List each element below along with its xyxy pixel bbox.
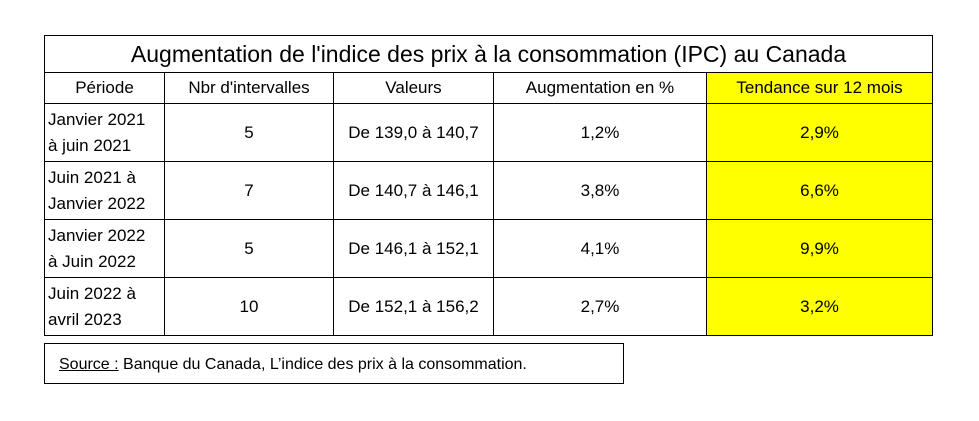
header-cell: Augmentation en % [493,72,707,104]
title-row: Augmentation de l'indice des prix à la c… [43,35,934,73]
header-cell: Tendance sur 12 mois [705,72,934,104]
table-cell: 10 [164,277,334,336]
header-cell: Nbr d'intervalles [164,72,334,104]
source-text: Banque du Canada, L’indice des prix à la… [123,356,527,373]
table-cell: 3,8% [493,161,707,220]
table-cell: 6,6% [705,161,934,220]
table-cell: 9,9% [705,219,934,278]
table-cell: 2,9% [705,103,934,162]
table-cell: Juin 2021 à Janvier 2022 [44,161,165,220]
table-cell: 3,2% [705,277,934,336]
header-cell: Période [44,72,165,104]
table-row: Juin 2021 à Janvier 2022 7 De 140,7 à 146,… [44,161,934,220]
table-cell: 5 [164,219,334,278]
table-cell: 2,7% [493,277,707,336]
table-row: Janvier 2022 à Juin 2022 5 De 146,1 à 152,… [44,219,934,278]
table-cell: Janvier 2021 à juin 2021 [44,103,165,162]
table-cell: 5 [164,103,334,162]
cpi-table: Augmentation de l'indice des prix à la c… [43,35,934,336]
table-cell: De 152,1 à 156,2 [333,277,494,336]
header-row: Période Nbr d'intervalles Valeurs Augmentat… [44,72,934,104]
table-row: Janvier 2021 à juin 2021 5 De 139,0 à 140,… [44,103,934,162]
table-cell: Janvier 2022 à Juin 2022 [44,219,165,278]
source-label: Source : [59,356,119,373]
table-cell: Juin 2022 à avril 2023 [44,277,165,336]
table-cell: 1,2% [493,103,707,162]
table-cell: 7 [164,161,334,220]
table-cell: 4,1% [493,219,707,278]
table-row: Juin 2022 à avril 2023 10 De 152,1 à 156,2… [44,277,934,336]
table-title: Augmentation de l'indice des prix à la c… [43,35,934,73]
table-cell: De 146,1 à 152,1 [333,219,494,278]
table-cell: De 139,0 à 140,7 [333,103,494,162]
source-box: Source : Banque du Canada, L’indice des … [44,343,624,384]
header-cell: Valeurs [333,72,494,104]
table-cell: De 140,7 à 146,1 [333,161,494,220]
